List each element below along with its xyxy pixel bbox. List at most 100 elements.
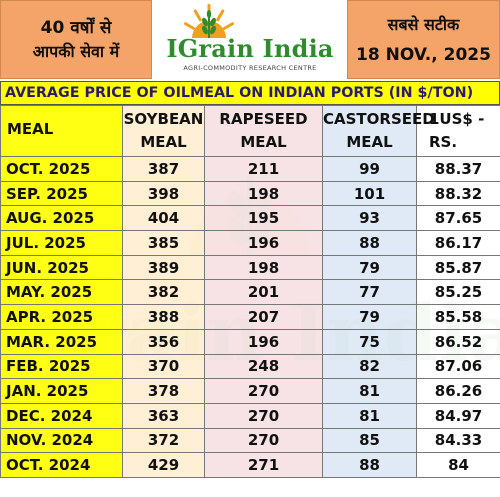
value-cell: 81 xyxy=(322,402,417,429)
month-cell: AUG. 2025 xyxy=(0,205,123,232)
column-header-line: 1US$ - RS. xyxy=(429,110,485,151)
value-cell: 79 xyxy=(322,254,417,281)
column-header: CASTORSEED MEAL xyxy=(322,105,435,157)
value-cell: 88.32 xyxy=(416,180,500,207)
column-header-line: MEAL xyxy=(346,133,393,151)
value-cell: 88 xyxy=(322,452,417,478)
value-cell: 77 xyxy=(322,279,417,306)
month-cell: FEB. 2025 xyxy=(0,353,123,380)
column-header: RAPESEED MEAL xyxy=(204,105,323,157)
table-header-row: MEAL SOYBEAN MEAL RAPESEED MEAL CASTORSEED MEA… xyxy=(0,105,500,157)
table-row: OCT. 2024 429 271 88 84 xyxy=(0,452,500,478)
tagline-right-line1: सबसे सटीक xyxy=(387,14,460,34)
column-header-line: SOYBEAN xyxy=(123,110,204,128)
value-cell: 270 xyxy=(204,378,323,404)
month-cell: OCT. 2024 xyxy=(0,452,123,478)
month-cell: SEP. 2025 xyxy=(0,180,123,207)
tagline-left-line2: आपकी सेवा में xyxy=(32,41,120,61)
value-cell: 356 xyxy=(122,328,205,355)
value-cell: 101 xyxy=(322,180,417,207)
value-cell: 88 xyxy=(322,230,417,256)
igrain-logo: IGrain India AGRI-COMMODITY RESEARCH CEN… xyxy=(152,0,347,79)
value-cell: 378 xyxy=(122,378,205,404)
table-row: SEP. 2025 398 198 101 88.32 xyxy=(0,180,500,207)
column-header: MEAL xyxy=(0,105,123,157)
value-cell: 86.26 xyxy=(416,378,500,404)
value-cell: 88.37 xyxy=(416,156,500,182)
value-cell: 198 xyxy=(204,254,323,281)
value-cell: 388 xyxy=(122,304,205,330)
value-cell: 85.58 xyxy=(416,304,500,330)
value-cell: 270 xyxy=(204,402,323,429)
month-cell: JAN. 2025 xyxy=(0,378,123,404)
value-cell: 86.17 xyxy=(416,230,500,256)
table-row: OCT. 2025 387 211 99 88.37 xyxy=(0,156,500,182)
value-cell: 363 xyxy=(122,402,205,429)
value-cell: 82 xyxy=(322,353,417,380)
table-row: JAN. 2025 378 270 81 86.26 xyxy=(0,378,500,404)
price-table-container: IGrain India MEALSOYBEANMEALRAPESEEDMEAL… xyxy=(0,105,500,497)
value-cell: 404 xyxy=(122,205,205,232)
month-cell: JUN. 2025 xyxy=(0,254,123,281)
report-date: 18 NOV., 2025 xyxy=(356,44,491,65)
value-cell: 271 xyxy=(204,452,323,478)
value-cell: 85.25 xyxy=(416,279,500,306)
month-cell: OCT. 2025 xyxy=(0,156,123,182)
table-row: JUN. 2025 389 198 79 85.87 xyxy=(0,254,500,281)
value-cell: 79 xyxy=(322,304,417,330)
value-cell: 87.65 xyxy=(416,205,500,232)
tagline-left-line1: 40 वर्षों से xyxy=(40,17,112,38)
value-cell: 372 xyxy=(122,427,205,454)
value-cell: 86.52 xyxy=(416,328,500,355)
value-cell: 370 xyxy=(122,353,205,380)
tagline-box-right: सबसे सटीक 18 NOV., 2025 xyxy=(347,0,500,79)
value-cell: 81 xyxy=(322,378,417,404)
column-header-line: CASTORSEED xyxy=(323,110,435,128)
month-cell: MAR. 2025 xyxy=(0,328,123,355)
table-row: DEC. 2024 363 270 81 84.97 xyxy=(0,402,500,429)
value-cell: 75 xyxy=(322,328,417,355)
column-header-line: MEAL xyxy=(140,133,187,151)
value-cell: 87.06 xyxy=(416,353,500,380)
value-cell: 196 xyxy=(204,328,323,355)
value-cell: 398 xyxy=(122,180,205,207)
month-cell: MAY. 2025 xyxy=(0,279,123,306)
tagline-box-left: 40 वर्षों से आपकी सेवा में xyxy=(0,0,152,79)
table-row: APR. 2025 388 207 79 85.58 xyxy=(0,304,500,330)
table-row: NOV. 2024 372 270 85 84.33 xyxy=(0,427,500,454)
value-cell: 195 xyxy=(204,205,323,232)
value-cell: 99 xyxy=(322,156,417,182)
header-banner: 40 वर्षों से आपकी सेवा में xyxy=(0,0,500,81)
value-cell: 382 xyxy=(122,279,205,306)
column-header: 1US$ - RS. xyxy=(416,105,500,157)
table-row: FEB. 2025 370 248 82 87.06 xyxy=(0,353,500,380)
value-cell: 201 xyxy=(204,279,323,306)
value-cell: 248 xyxy=(204,353,323,380)
month-cell: JUL. 2025 xyxy=(0,230,123,256)
month-cell: NOV. 2024 xyxy=(0,427,123,454)
table-row: AUG. 2025 404 195 93 87.65 xyxy=(0,205,500,232)
column-header: SOYBEAN MEAL xyxy=(122,105,205,157)
table-row: JUL. 2025 385 196 88 86.17 xyxy=(0,230,500,256)
value-cell: 84.97 xyxy=(416,402,500,429)
value-cell: 93 xyxy=(322,205,417,232)
value-cell: 85.87 xyxy=(416,254,500,281)
table-row: MAR. 2025 356 196 75 86.52 xyxy=(0,328,500,355)
value-cell: 198 xyxy=(204,180,323,207)
month-cell: DEC. 2024 xyxy=(0,402,123,429)
value-cell: 84.33 xyxy=(416,427,500,454)
table-title: AVERAGE PRICE OF OILMEAL ON INDIAN PORTS… xyxy=(0,81,500,105)
sun-wheat-logo-icon xyxy=(183,4,235,38)
column-header-line: RAPESEED xyxy=(219,110,308,128)
column-header-line: MEAL xyxy=(240,133,287,151)
price-table: MEAL SOYBEAN MEAL RAPESEED MEAL CASTORSEED MEA… xyxy=(0,105,500,478)
value-cell: 429 xyxy=(122,452,205,478)
logo-wordmark: IGrain India xyxy=(166,34,334,63)
value-cell: 385 xyxy=(122,230,205,256)
logo-tagline: AGRI-COMMODITY RESEARCH CENTRE xyxy=(183,64,317,72)
value-cell: 207 xyxy=(204,304,323,330)
value-cell: 85 xyxy=(322,427,417,454)
month-cell: APR. 2025 xyxy=(0,304,123,330)
column-header-line: MEAL xyxy=(7,120,54,138)
